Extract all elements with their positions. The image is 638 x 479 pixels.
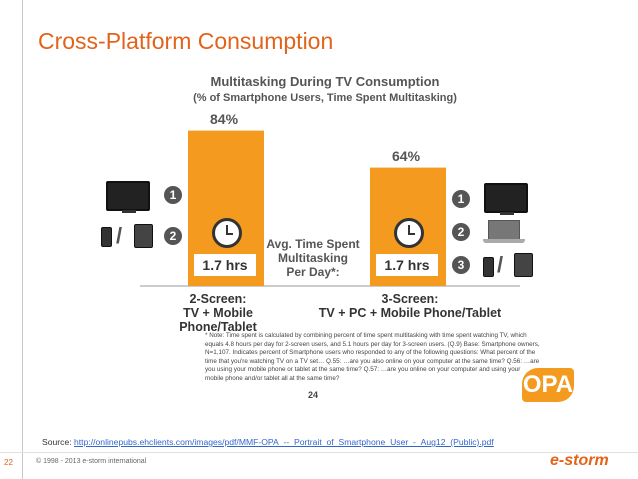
tv-icon [106,181,150,213]
category-label-line: 3-Screen: [381,292,439,306]
category-label-line: TV + Mobile Phone/Tablet [179,306,257,334]
tv-icon [484,183,528,215]
slide-page-number: 22 [4,458,13,467]
chart-title: Multitasking During TV Consumption [210,74,440,89]
chart-subtitle: (% of Smartphone Users, Time Spent Multi… [193,92,457,104]
slash-separator: / [116,223,123,248]
category-label-line: TV + PC + Mobile Phone/Tablet [318,306,502,320]
opa-logo: OPA [522,368,574,402]
avg-time-line: Multitasking [277,251,348,265]
left-rule [22,0,23,479]
report-page-number: 24 [308,390,319,400]
source-link[interactable]: http://onlinepubs.ehclients.com/images/p… [74,437,494,447]
bar-value-label: 84% [210,110,239,127]
copyright-text: © 1998 - 2013 e-storm international [36,458,147,465]
phone-icon [101,227,112,247]
phone-icon [483,257,494,277]
step-number: 2 [164,227,182,245]
category-label-line: 2-Screen: [189,292,247,306]
hours-label: 1.7 hrs [376,254,438,276]
footer-divider [0,452,638,453]
category-label: 3-Screen: TV + PC + Mobile Phone/Tablet [310,292,510,320]
bar-value-label: 64% [392,147,421,164]
tablet-icon [514,253,533,277]
estorm-logo: e-storm [550,452,609,469]
hours-label: 1.7 hrs [194,254,256,276]
slide-title: Cross-Platform Consumption [38,28,334,54]
slash-separator: / [497,252,504,277]
chart-note: * Note: Time spent is calculated by comb… [205,332,540,382]
step-number: 3 [452,256,470,274]
laptop-icon [483,220,525,243]
source-label: Source: [42,437,72,447]
tablet-icon [134,224,153,248]
avg-time-line: Per Day*: [286,265,340,279]
clock-icon [394,218,424,248]
clock-icon [212,218,242,248]
step-number: 2 [452,223,470,241]
avg-time-line: Avg. Time Spent [266,237,360,251]
source-line: Source: http://onlinepubs.ehclients.com/… [42,437,494,447]
avg-time-text: Avg. Time Spent Multitasking Per Day*: [258,237,368,279]
step-number: 1 [452,190,470,208]
category-label: 2-Screen: TV + Mobile Phone/Tablet [148,292,288,334]
step-number: 1 [164,186,182,204]
